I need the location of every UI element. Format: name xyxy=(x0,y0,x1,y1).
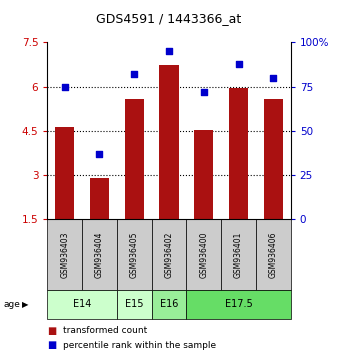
Text: ■: ■ xyxy=(47,340,56,350)
Text: ■: ■ xyxy=(47,326,56,336)
Bar xyxy=(186,290,291,319)
Bar xyxy=(186,219,221,290)
Bar xyxy=(82,219,117,290)
Bar xyxy=(264,98,283,219)
Bar xyxy=(117,219,152,290)
Text: percentile rank within the sample: percentile rank within the sample xyxy=(63,341,216,350)
Bar xyxy=(47,290,117,319)
Point xyxy=(97,151,102,157)
Bar xyxy=(90,178,109,219)
Text: GDS4591 / 1443366_at: GDS4591 / 1443366_at xyxy=(96,12,242,25)
Text: GSM936404: GSM936404 xyxy=(95,232,104,278)
Text: transformed count: transformed count xyxy=(63,326,147,336)
Bar xyxy=(152,290,186,319)
Text: E15: E15 xyxy=(125,299,144,309)
Text: E14: E14 xyxy=(73,299,91,309)
Text: E17.5: E17.5 xyxy=(225,299,252,309)
Bar xyxy=(47,219,82,290)
Text: ▶: ▶ xyxy=(22,300,28,309)
Text: GSM936401: GSM936401 xyxy=(234,232,243,278)
Bar xyxy=(152,219,186,290)
Point xyxy=(236,61,241,67)
Point xyxy=(131,72,137,77)
Point xyxy=(271,75,276,81)
Text: GSM936400: GSM936400 xyxy=(199,232,208,278)
Text: E16: E16 xyxy=(160,299,178,309)
Text: GSM936406: GSM936406 xyxy=(269,232,278,278)
Bar xyxy=(256,219,291,290)
Point xyxy=(201,89,207,95)
Bar xyxy=(125,98,144,219)
Bar xyxy=(194,130,213,219)
Text: GSM936403: GSM936403 xyxy=(60,232,69,278)
Point xyxy=(166,48,172,54)
Point xyxy=(62,84,67,90)
Bar xyxy=(117,290,152,319)
Bar xyxy=(221,219,256,290)
Text: GSM936402: GSM936402 xyxy=(165,232,173,278)
Text: age: age xyxy=(3,300,20,309)
Text: GSM936405: GSM936405 xyxy=(130,232,139,278)
Bar xyxy=(160,65,178,219)
Bar xyxy=(55,127,74,219)
Bar xyxy=(229,88,248,219)
